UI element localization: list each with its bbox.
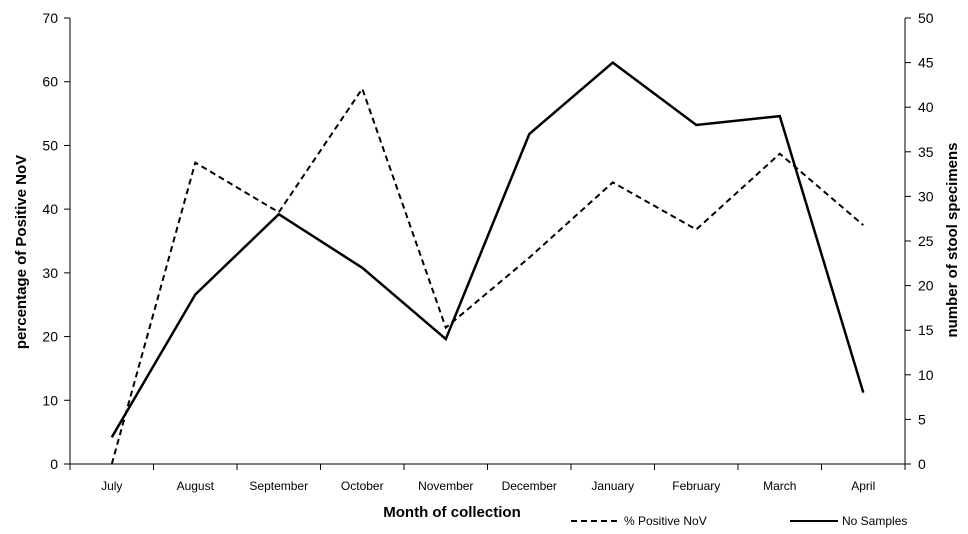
x-tick-label: April bbox=[851, 479, 875, 493]
x-tick-label: September bbox=[249, 479, 308, 493]
left-y-tick-label: 70 bbox=[42, 10, 58, 26]
left-y-tick-label: 50 bbox=[42, 137, 58, 153]
right-y-tick-label: 10 bbox=[918, 367, 934, 383]
right-y-tick-label: 25 bbox=[918, 233, 934, 249]
x-tick-label: July bbox=[101, 479, 122, 493]
left-y-tick-label: 40 bbox=[42, 201, 58, 217]
x-tick-label: March bbox=[763, 479, 796, 493]
x-tick-label: January bbox=[591, 479, 634, 493]
right-y-tick-label: 45 bbox=[918, 55, 934, 71]
x-axis-title: Month of collection bbox=[383, 504, 520, 521]
x-tick-label: October bbox=[341, 479, 384, 493]
right-y-axis-title: number of stool specimens bbox=[944, 142, 961, 337]
right-y-tick-label: 30 bbox=[918, 188, 934, 204]
legend-label-positive-nov: % Positive NoV bbox=[624, 514, 707, 528]
series-line-positive-nov bbox=[110, 86, 864, 465]
x-tick-label: December bbox=[502, 479, 557, 493]
left-y-tick-label: 30 bbox=[42, 265, 58, 281]
left-y-axis-title: percentage of Positive NoV bbox=[13, 155, 30, 349]
right-y-tick-label: 5 bbox=[918, 411, 926, 427]
legend: % Positive NoV No Samples bbox=[571, 514, 907, 528]
right-y-tick-label: 35 bbox=[918, 144, 934, 160]
left-y-ticks: 0 10 20 30 40 50 60 70 bbox=[42, 10, 70, 472]
x-tick-label: November bbox=[418, 479, 473, 493]
left-y-tick-label: 0 bbox=[50, 456, 58, 472]
axes-group bbox=[69, 18, 906, 465]
left-y-tick-label: 20 bbox=[42, 329, 58, 345]
right-y-tick-label: 0 bbox=[918, 456, 926, 472]
x-tick-label: August bbox=[177, 479, 215, 493]
left-y-tick-label: 10 bbox=[42, 392, 58, 408]
legend-label-no-samples: No Samples bbox=[842, 514, 907, 528]
right-y-tick-label: 15 bbox=[918, 322, 934, 338]
right-y-ticks: 0 5 10 15 20 25 30 35 40 45 50 bbox=[905, 10, 934, 472]
x-tick-label: February bbox=[672, 479, 720, 493]
left-y-tick-label: 60 bbox=[42, 74, 58, 90]
right-y-tick-label: 50 bbox=[918, 10, 934, 26]
series-lines bbox=[110, 61, 865, 465]
series-line-no-samples bbox=[110, 61, 865, 438]
right-y-tick-label: 40 bbox=[918, 99, 934, 115]
right-y-tick-label: 20 bbox=[918, 278, 934, 294]
x-ticks: July August September October November Decemb… bbox=[69, 464, 906, 493]
